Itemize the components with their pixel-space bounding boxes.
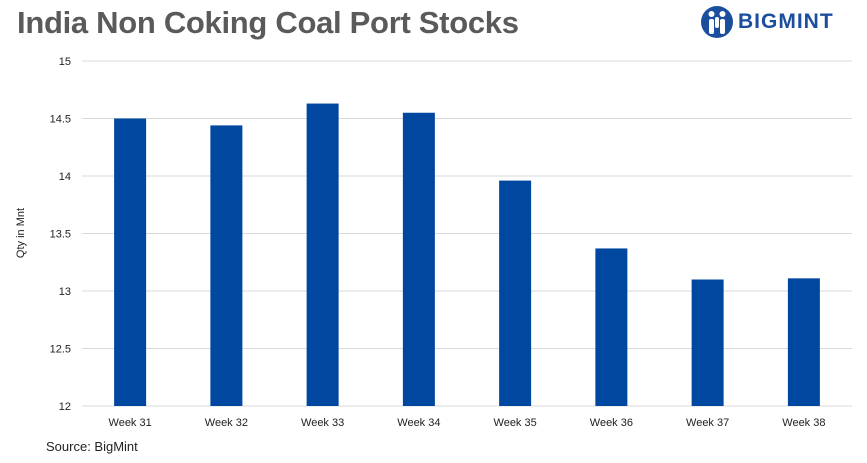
y-tick-label: 13.5 — [50, 229, 71, 241]
bars — [114, 103, 820, 407]
x-axis-ticks: Week 31 Week 32 Week 33 Week 34 Week 35 Week … — [109, 417, 826, 429]
y-tick-label: 15 — [59, 56, 71, 68]
bar — [210, 125, 243, 407]
y-axis-ticks: 12 12.5 13 13.5 14 14.5 15 — [50, 56, 71, 413]
y-tick-label: 13 — [59, 286, 71, 298]
bar — [499, 180, 532, 406]
bar — [306, 103, 339, 407]
brand-logo-text: BIGMINT — [738, 10, 834, 33]
y-tick-label: 12 — [59, 401, 71, 413]
bar — [402, 112, 435, 406]
gridlines — [82, 60, 852, 407]
y-axis-label: Qty in Mnt — [15, 208, 27, 258]
bar — [595, 248, 628, 406]
x-tick-label: Week 33 — [301, 417, 344, 429]
bigmint-logo-icon — [701, 6, 733, 38]
x-tick-label: Week 36 — [590, 417, 633, 429]
x-tick-label: Week 32 — [205, 417, 248, 429]
y-tick-label: 14 — [59, 171, 71, 183]
y-tick-label: 12.5 — [50, 344, 71, 356]
y-tick-label: 14.5 — [50, 114, 71, 126]
x-tick-label: Week 37 — [686, 417, 729, 429]
x-tick-label: Week 35 — [494, 417, 537, 429]
bar — [691, 279, 724, 406]
x-tick-label: Week 31 — [109, 417, 152, 429]
brand-logo: BIGMINT — [700, 4, 860, 40]
x-tick-label: Week 38 — [782, 417, 825, 429]
x-tick-label: Week 34 — [397, 417, 440, 429]
source-note: Source: BigMint — [46, 439, 138, 454]
chart-title: India Non Coking Coal Port Stocks — [17, 5, 519, 40]
bar — [114, 118, 147, 406]
bar — [787, 278, 820, 406]
